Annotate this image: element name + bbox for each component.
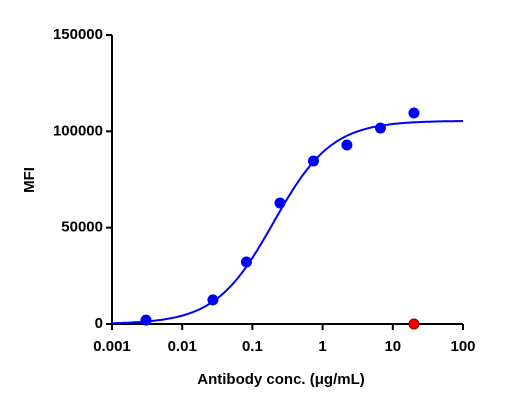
- y-tick-label: 50000: [61, 219, 103, 236]
- y-axis-label: MFI: [21, 167, 38, 193]
- x-tick-label: 10: [384, 338, 401, 355]
- data-point: [408, 107, 420, 119]
- data-point: [341, 139, 353, 151]
- x-tick-label: 0.1: [242, 338, 263, 355]
- y-tick-label: 150000: [53, 26, 103, 43]
- y-tick-label: 100000: [53, 122, 103, 139]
- data-point: [307, 155, 319, 167]
- data-point: [374, 122, 386, 134]
- y-tick-label: 0: [95, 315, 103, 332]
- fit-curve: [112, 120, 464, 325]
- x-tick-label: 0.001: [93, 338, 131, 355]
- x-tick-label: 0.01: [168, 338, 197, 355]
- data-point: [240, 256, 252, 268]
- x-tick-label: 1: [318, 338, 326, 355]
- data-point: [140, 314, 152, 326]
- data-point: [207, 294, 219, 306]
- data-point: [274, 197, 286, 209]
- x-axis-label: Antibody conc. (μg/mL): [197, 371, 365, 388]
- data-point: [408, 318, 420, 330]
- x-tick-label: 100: [450, 338, 475, 355]
